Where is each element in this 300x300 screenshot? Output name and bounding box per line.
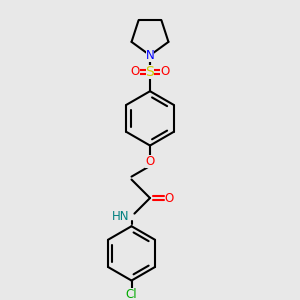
Text: N: N (146, 49, 154, 62)
Text: Cl: Cl (126, 288, 137, 300)
Text: O: O (160, 65, 169, 78)
Text: O: O (165, 191, 174, 205)
Text: S: S (146, 65, 154, 79)
Text: O: O (146, 154, 154, 168)
Text: O: O (131, 65, 140, 78)
Text: HN: HN (112, 210, 130, 223)
